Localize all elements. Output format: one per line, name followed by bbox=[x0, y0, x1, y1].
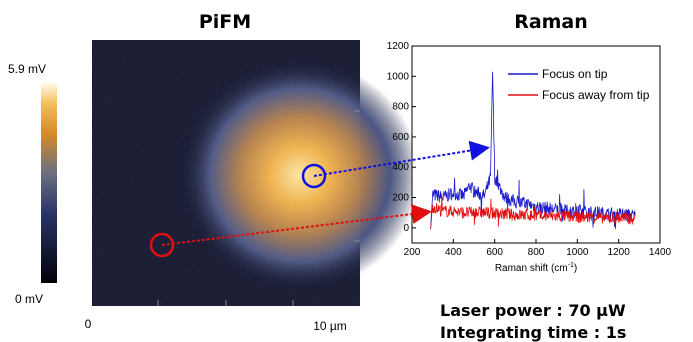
series-line-focus-on-tip bbox=[430, 71, 636, 230]
x-tick-label: 800 bbox=[528, 247, 545, 258]
x-tick-label: 1400 bbox=[649, 247, 672, 258]
x-tick-label: 200 bbox=[404, 247, 421, 258]
colorbar-min-label: 0 mV bbox=[15, 292, 43, 306]
y-tick-label: 1200 bbox=[387, 41, 410, 52]
pifm-x-end-label: 10 µm bbox=[313, 319, 347, 333]
colorbar bbox=[41, 83, 57, 283]
y-tick-label: 600 bbox=[392, 132, 409, 143]
x-tick-label: 400 bbox=[445, 247, 462, 258]
raman-plot: 200 400 600 800 1000 1200 1400 0 200 400 600 800 100… bbox=[387, 41, 672, 274]
pifm-x-start-label: 0 bbox=[85, 317, 92, 331]
y-tick-label: 800 bbox=[392, 102, 409, 113]
tip-marker-circle bbox=[301, 163, 327, 189]
raman-x-axis-label: Raman shift (cm-1) bbox=[495, 262, 577, 274]
laser-power-note: Laser power : 70 μW bbox=[440, 301, 626, 320]
x-tick-label: 600 bbox=[486, 247, 503, 258]
integrating-time-note: Integrating time : 1s bbox=[440, 323, 626, 342]
tip-arrow bbox=[313, 140, 490, 177]
y-tick-label: 400 bbox=[392, 162, 409, 173]
series-line-focus-away bbox=[430, 193, 636, 229]
y-tick-label: 1000 bbox=[387, 71, 410, 82]
y-tick-label: 0 bbox=[403, 223, 409, 234]
y-tick-label: 200 bbox=[392, 193, 409, 204]
pifm-image bbox=[92, 40, 420, 306]
raman-title: Raman bbox=[514, 11, 588, 33]
x-tick-label: 1200 bbox=[608, 247, 631, 258]
colorbar-max-label: 5.9 mV bbox=[8, 62, 46, 76]
x-tick-label: 1000 bbox=[566, 247, 589, 258]
legend-entry: Focus on tip bbox=[542, 67, 608, 81]
legend-entry: Focus away from tip bbox=[542, 88, 650, 102]
pifm-title: PiFM bbox=[199, 11, 251, 33]
away-marker-circle bbox=[149, 232, 175, 258]
